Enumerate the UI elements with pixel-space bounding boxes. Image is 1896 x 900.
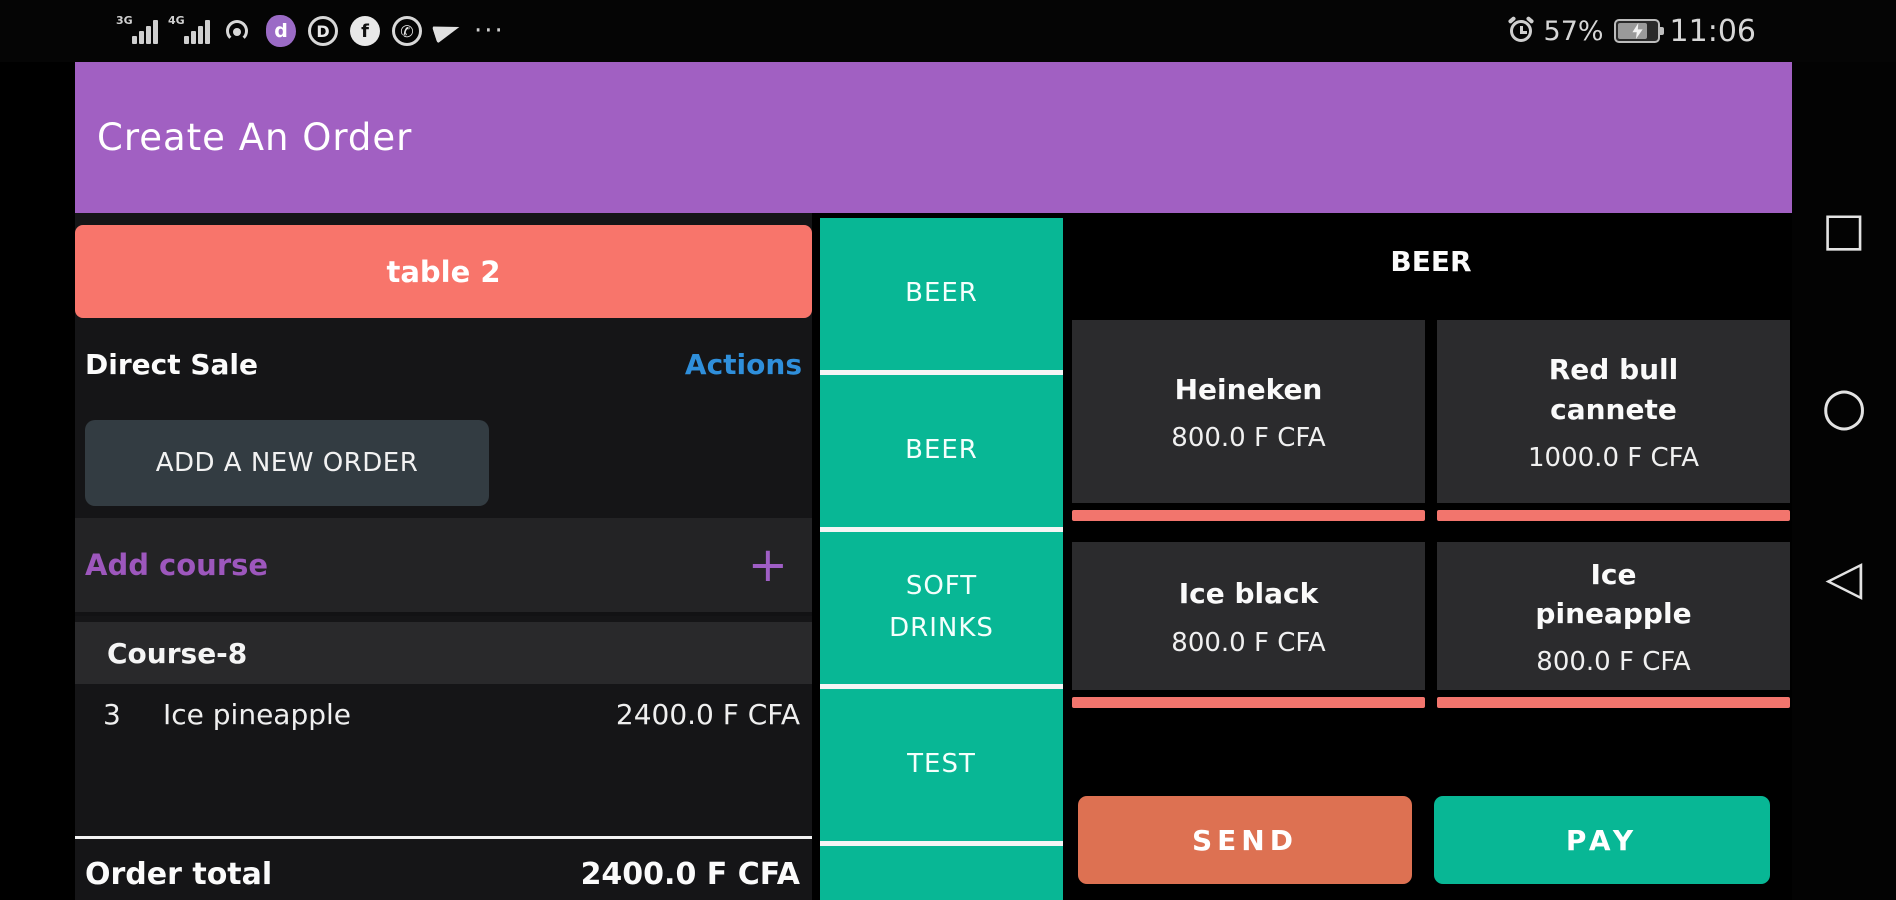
pay-button[interactable]: PAY — [1434, 796, 1770, 884]
product-accent-bar — [1437, 510, 1790, 521]
product-price: 800.0 F CFA — [1171, 627, 1326, 658]
category-button-beer-1[interactable]: BEER — [820, 218, 1063, 370]
order-total-label: Order total — [85, 857, 273, 892]
product-card-ice-black[interactable]: Ice black 800.0 F CFA — [1072, 542, 1425, 708]
category-button-soft-drinks[interactable]: SOFT DRINKS — [820, 532, 1063, 684]
sale-type-row: Direct Sale Actions — [75, 335, 812, 393]
products-category-title: BEER — [1390, 245, 1472, 278]
alarm-icon — [1507, 15, 1534, 44]
android-nav-bar: □ ○ ◁ — [1792, 62, 1896, 900]
product-card-ice-pineapple[interactable]: Ice pineapple 800.0 F CFA — [1437, 542, 1790, 708]
network-type-label: 4G — [168, 14, 185, 27]
network-type-label: 3G — [116, 14, 133, 27]
course-header-row[interactable]: Course-8 — [75, 622, 812, 684]
product-price: 800.0 F CFA — [1171, 423, 1326, 454]
whatsapp-icon: ✆ — [392, 16, 422, 46]
send-button[interactable]: SEND — [1078, 796, 1412, 884]
status-bar-right: 57% 11:06 — [1507, 13, 1896, 49]
back-icon[interactable]: ◁ — [1792, 550, 1896, 606]
course-name: Course-8 — [107, 636, 248, 670]
app-badge-icon: D — [308, 16, 338, 46]
order-item-row[interactable]: 3 Ice pineapple 2400.0 F CFA — [75, 689, 812, 739]
product-name: Red bull cannete — [1548, 353, 1679, 426]
sale-type-label: Direct Sale — [85, 347, 259, 381]
product-accent-bar — [1072, 697, 1425, 708]
plus-icon[interactable]: + — [747, 537, 788, 593]
battery-percent: 57% — [1543, 15, 1604, 47]
product-row-1: Heineken 800.0 F CFA Red bull cannete 10… — [1072, 320, 1790, 521]
item-name: Ice pineapple — [163, 697, 352, 731]
recents-icon[interactable]: □ — [1792, 202, 1896, 256]
category-button-beer-2[interactable]: BEER — [820, 375, 1063, 527]
category-label: SOFT DRINKS — [889, 571, 994, 643]
product-accent-bar — [1437, 697, 1790, 708]
product-name: Ice pineapple — [1535, 557, 1692, 630]
telegram-icon — [431, 18, 463, 44]
product-row-2: Ice black 800.0 F CFA Ice pineapple 800.… — [1072, 542, 1790, 708]
page-title: Create An Order — [97, 116, 413, 159]
category-button-partial[interactable] — [820, 846, 1063, 900]
products-panel: BEER Heineken 800.0 F CFA Red bull canne… — [1072, 213, 1790, 900]
hotspot-icon — [222, 16, 254, 46]
product-price: 1000.0 F CFA — [1528, 442, 1699, 473]
signal-icon-sim2: 4G — [168, 14, 210, 46]
facebook-icon: f — [350, 16, 380, 46]
order-total-row: Order total 2400.0 F CFA — [75, 849, 812, 900]
status-bar: 3G 4G d D f ✆ ··· 57% 11: — [0, 0, 1896, 62]
product-card-red-bull[interactable]: Red bull cannete 1000.0 F CFA — [1437, 320, 1790, 521]
overflow-dots-icon: ··· — [474, 16, 505, 46]
product-name: Heineken — [1174, 372, 1323, 406]
battery-icon — [1613, 19, 1664, 43]
table-button[interactable]: table 2 — [75, 225, 812, 318]
status-time: 11:06 — [1669, 13, 1756, 49]
action-buttons-row: SEND PAY — [1072, 796, 1790, 884]
signal-icon-sim1: 3G — [116, 14, 158, 46]
product-card-heineken[interactable]: Heineken 800.0 F CFA — [1072, 320, 1425, 521]
order-panel: table 2 Direct Sale Actions ADD A NEW OR… — [75, 213, 812, 900]
add-course-label: Add course — [85, 548, 269, 582]
home-icon[interactable]: ○ — [1792, 377, 1896, 437]
total-divider — [75, 836, 812, 839]
add-new-order-button[interactable]: ADD A NEW ORDER — [85, 420, 489, 506]
product-name: Ice black — [1178, 577, 1319, 611]
app-bar: Create An Order — [75, 62, 1792, 213]
category-label: BEER — [905, 435, 978, 466]
actions-link[interactable]: Actions — [684, 347, 802, 381]
category-label: TEST — [907, 749, 976, 780]
category-button-test[interactable]: TEST — [820, 689, 1063, 841]
add-course-row[interactable]: Add course + — [75, 518, 812, 616]
product-accent-bar — [1072, 510, 1425, 521]
order-total-value: 2400.0 F CFA — [580, 857, 800, 892]
item-price: 2400.0 F CFA — [615, 697, 800, 731]
product-price: 800.0 F CFA — [1536, 647, 1691, 678]
status-bar-left: 3G 4G d D f ✆ ··· — [0, 14, 505, 47]
category-label: BEER — [905, 278, 978, 309]
item-quantity: 3 — [103, 697, 121, 731]
duolingo-app-icon: d — [266, 15, 296, 47]
category-column: BEER BEER SOFT DRINKS TEST — [820, 218, 1063, 900]
